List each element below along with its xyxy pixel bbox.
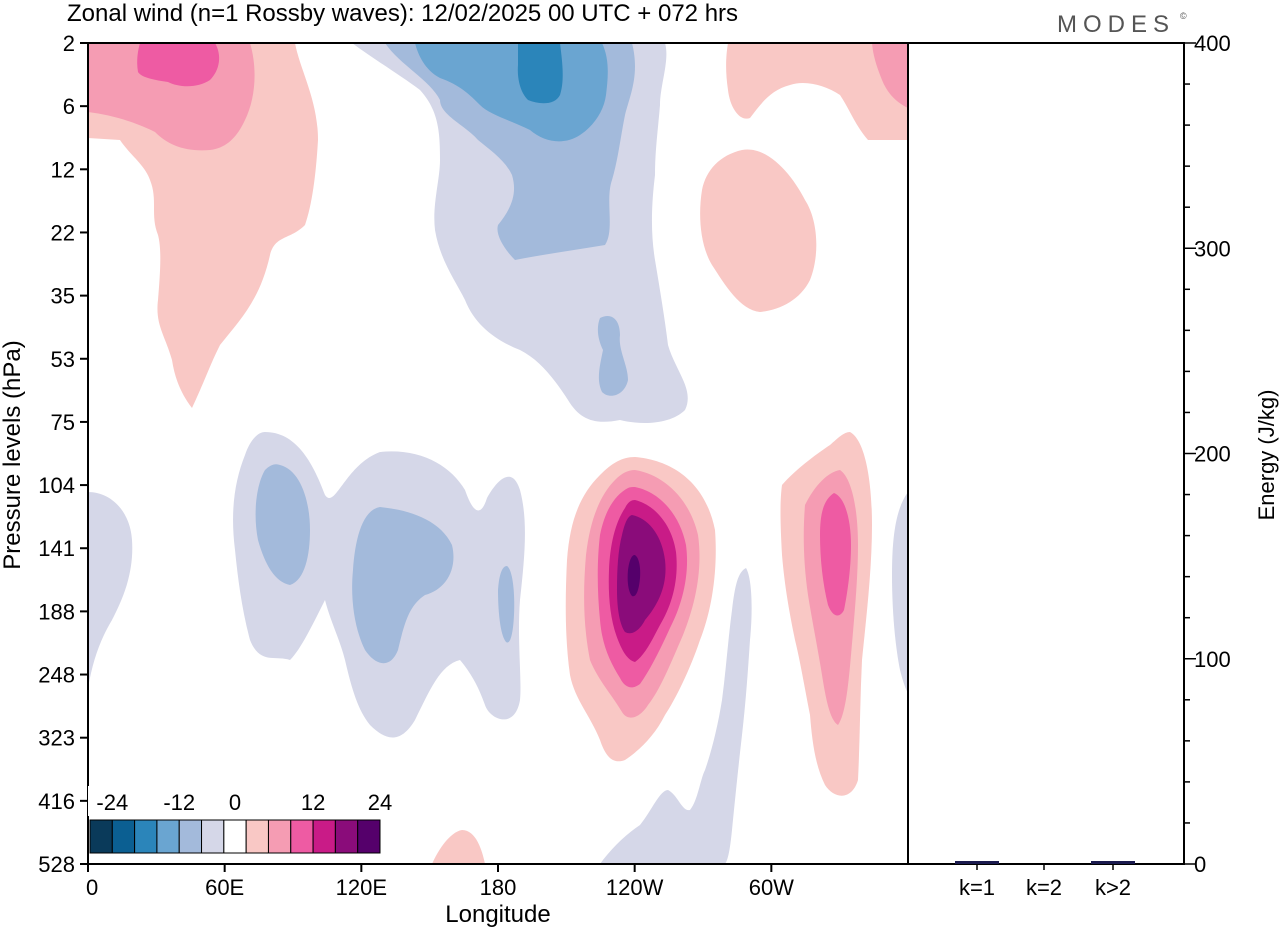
pressure-tick-label: 416: [38, 789, 75, 814]
energy-category-label: k=1: [959, 875, 995, 900]
colorbar-label-background: [88, 786, 382, 816]
energy-tick-label: 400: [1194, 31, 1231, 56]
contour-neg-8-blob-53: [597, 315, 628, 396]
longitude-tick-label: 0: [86, 875, 98, 900]
colorbar-swatch: [178, 819, 203, 854]
contour-pos-12-right: [820, 493, 851, 616]
pressure-tick-label: 2: [63, 31, 75, 56]
energy-tick-label: 200: [1194, 442, 1231, 467]
contour-pos-8-upper-right: [872, 43, 908, 108]
pressure-tick-label: 528: [38, 852, 75, 877]
contour-pos-4-upper-left: [88, 43, 318, 408]
colorbar-swatch: [267, 819, 292, 854]
modes-brand-text: MODES: [1057, 11, 1175, 38]
colorbar-swatch: [134, 819, 158, 854]
colorbar-label: 0: [229, 790, 241, 815]
contour-pos-4-upper-right: [726, 43, 908, 140]
pressure-tick-label: 104: [38, 473, 75, 498]
contour-neg-4-right-edge: [892, 492, 908, 693]
colorbar-label: -24: [96, 790, 128, 815]
pressure-axis: 2 6 12 22 35 53 75 104 141 188 248 323 416 528: [38, 31, 88, 877]
colorbar-swatch: [290, 819, 314, 854]
contour-pos-24-main: [627, 555, 641, 597]
contour-neg-16-upper-middle: [517, 43, 563, 104]
colorbar-label: 24: [368, 790, 392, 815]
pressure-tick-label: 53: [51, 347, 75, 372]
pressure-tick-label: 12: [51, 157, 75, 182]
contour-neg-8-lower-mid-b: [352, 507, 454, 664]
pressure-tick-label: 323: [38, 726, 75, 751]
energy-category-label: k>2: [1095, 875, 1131, 900]
colorbar-swatch: [245, 819, 269, 854]
energy-tick-label: 0: [1194, 852, 1206, 877]
contour-pos-20-main: [617, 515, 666, 634]
colorbar-swatch: [156, 819, 180, 854]
pressure-tick-label: 188: [38, 599, 75, 624]
longitude-tick-label: 120E: [336, 875, 387, 900]
modes-brand-mark: ©: [1180, 11, 1187, 21]
colorbar-swatch: [111, 819, 136, 854]
contour-pos-12-upper-left: [137, 43, 220, 87]
pressure-tick-label: 6: [63, 94, 75, 119]
contour-neg-4-lower-left-edge: [88, 492, 133, 688]
pressure-tick-label: 141: [38, 536, 75, 561]
energy-axis-label: Energy (J/kg): [1254, 390, 1279, 521]
energy-bars: k=1 k=2 k>2: [955, 861, 1135, 900]
pressure-tick-label: 35: [51, 284, 75, 309]
colorbar-swatch: [357, 819, 381, 854]
energy-axis: 0 100 200 300 400: [1184, 31, 1231, 877]
longitude-tick-label: 180: [480, 875, 517, 900]
contour-pos-4-right-blob: [700, 149, 817, 312]
colorbar-label: 12: [301, 790, 325, 815]
longitude-tick-label: 60W: [749, 875, 794, 900]
contour-plot: [88, 43, 908, 864]
longitude-axis-label: Longitude: [445, 901, 550, 928]
contour-pos-4-bottom: [432, 830, 485, 864]
pressure-tick-label: 75: [51, 410, 75, 435]
energy-tick-label: 100: [1194, 647, 1231, 672]
energy-tick-label: 300: [1194, 236, 1231, 261]
contour-neg-8-lower-mid-a: [255, 464, 310, 585]
pressure-axis-label: Pressure levels (hPa): [0, 340, 26, 569]
contour-neg-4-bottom: [600, 568, 752, 864]
longitude-axis: 0 60E 120E 180 120W 60W: [86, 864, 794, 900]
energy-bar: [1091, 861, 1135, 864]
energy-bar: [955, 861, 999, 864]
colorbar-legend: -24 -12 0 12 24: [88, 786, 392, 854]
longitude-tick-label: 120W: [606, 875, 664, 900]
colorbar-swatch: [89, 819, 113, 854]
colorbar-label: -12: [163, 790, 195, 815]
contour-neg-8-lower-mid-c: [498, 566, 515, 643]
pressure-tick-label: 22: [51, 220, 75, 245]
colorbar-swatch: [312, 819, 336, 854]
chart-title: Zonal wind (n=1 Rossby waves): 12/02/202…: [67, 0, 738, 27]
colorbar-swatch: [201, 819, 225, 854]
pressure-tick-label: 248: [38, 663, 75, 688]
energy-category-label: k=2: [1026, 875, 1062, 900]
colorbar-swatch: [334, 819, 359, 854]
energy-plot-frame: [907, 42, 1185, 865]
modes-logo: MODES ©: [1057, 11, 1187, 38]
colorbar-swatch: [223, 819, 247, 854]
longitude-tick-label: 60E: [205, 875, 244, 900]
